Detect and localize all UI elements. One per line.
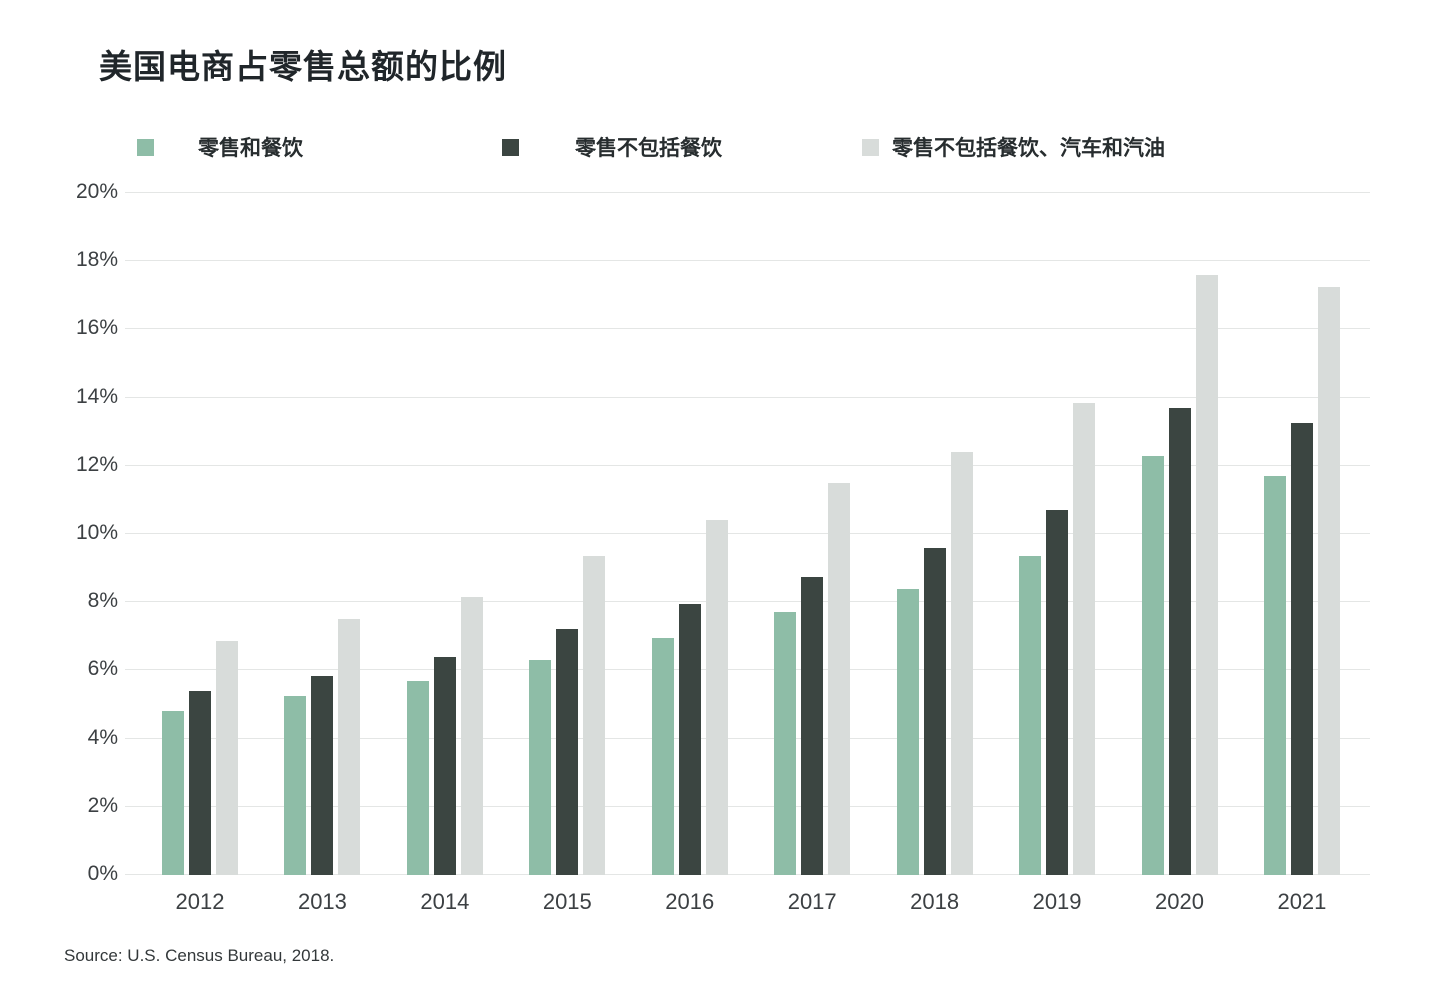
bar-group-2021: 2021 [1263, 193, 1340, 914]
bar-series2-2014 [433, 656, 456, 875]
y-tick-label-12: 12% [75, 452, 118, 476]
bar-series2-2020 [1168, 407, 1191, 875]
x-tick-label-2013: 2013 [297, 889, 347, 914]
y-tick-label-2: 2% [87, 793, 118, 817]
bar-series3-2013 [338, 619, 361, 875]
bar-series2-2019 [1046, 510, 1069, 875]
gridline-18 [125, 260, 1370, 262]
bar-series1-2020 [1141, 455, 1164, 875]
bar-group-2015: 2015 [529, 193, 606, 914]
x-tick-label-2018: 2018 [910, 889, 960, 914]
bar-series1-2018 [896, 588, 919, 875]
bar-series1-2017 [774, 612, 797, 875]
plot-area: 2012 2013 2014 2015 2016 2017 2018 2019 2020 2021 [125, 192, 1370, 914]
gridline-12 [125, 464, 1370, 466]
y-tick-label-20: 20% [75, 180, 118, 203]
gridline-10 [125, 533, 1370, 534]
gridline-2 [125, 805, 1370, 807]
legend-label-retail-excl-food-auto-gas: 零售不包括餐饮、汽车和汽油 [892, 137, 1165, 160]
bar-series2-2021 [1290, 423, 1313, 875]
legend-swatch-retail-and-food-icon [137, 138, 154, 156]
gridline-20 [125, 192, 1370, 193]
legend-item-retail-excl-food-auto-gas: 零售不包括餐饮、汽车和汽油 [862, 134, 1165, 160]
bar-group-2012: 2012 [162, 193, 238, 914]
bar-series2-2016 [678, 603, 701, 875]
x-tick-label-2021: 2021 [1277, 889, 1327, 914]
legend-item-retail-and-food: 零售和餐饮 [137, 134, 303, 160]
bar-series3-2018 [950, 452, 973, 875]
bar-group-2020: 2020 [1141, 193, 1218, 914]
x-tick-label-2014: 2014 [420, 889, 470, 914]
bar-series1-2016 [651, 638, 674, 875]
bar-series2-2012 [189, 690, 211, 875]
bar-series1-2014 [406, 680, 429, 875]
gridline-16 [125, 328, 1370, 330]
x-tick-label-2012: 2012 [175, 889, 225, 914]
y-tick-label-16: 16% [75, 316, 118, 340]
bar-series2-2017 [801, 576, 824, 875]
y-tick-label-8: 8% [87, 589, 118, 613]
gridline-0 [125, 874, 1370, 875]
bar-group-2016: 2016 [651, 193, 728, 914]
chart-title: 美国电商占零售总额的比例 [99, 48, 507, 85]
bar-series1-2015 [529, 660, 552, 875]
gridline-14 [125, 396, 1370, 398]
legend-label-retail-excl-food: 零售不包括餐饮 [575, 137, 722, 160]
y-tick-label-6: 6% [87, 657, 118, 681]
bar-series3-2017 [828, 482, 851, 875]
bar-series3-2014 [460, 597, 483, 875]
source-note: Source: U.S. Census Bureau, 2018. [64, 946, 335, 965]
y-tick-label-0: 0% [87, 862, 118, 885]
bar-group-2017: 2017 [774, 193, 851, 914]
bar-series3-2021 [1317, 286, 1340, 875]
y-tick-label-18: 18% [75, 248, 118, 272]
bar-series3-2016 [705, 520, 728, 875]
legend: 零售和餐饮 零售不包括餐饮 零售不包括餐饮、汽车和汽油 [0, 134, 1444, 160]
x-tick-label-2015: 2015 [542, 889, 592, 914]
legend-label-retail-and-food: 零售和餐饮 [198, 137, 303, 160]
bar-series2-2015 [556, 629, 579, 875]
bar-series3-2012 [216, 641, 238, 875]
y-tick-label-14: 14% [75, 384, 118, 408]
gridline-6 [125, 669, 1370, 671]
bar-series1-2012 [162, 711, 184, 875]
y-axis: 0% 2% 4% 6% 8% 10% 12% 14% 16% 18% 20% [40, 180, 118, 885]
bar-series2-2013 [311, 675, 334, 875]
bar-series1-2019 [1019, 556, 1042, 875]
bar-group-2018: 2018 [896, 193, 973, 914]
bar-series3-2020 [1195, 274, 1218, 875]
bar-series1-2021 [1263, 476, 1286, 875]
bar-series3-2015 [583, 556, 606, 875]
legend-swatch-retail-excl-food-auto-gas-icon [862, 138, 879, 156]
bar-series1-2013 [284, 695, 307, 875]
x-tick-label-2016: 2016 [665, 889, 715, 914]
legend-item-retail-excl-food: 零售不包括餐饮 [502, 134, 722, 160]
y-tick-label-4: 4% [87, 725, 118, 749]
y-tick-label-10: 10% [75, 521, 118, 544]
x-tick-label-2017: 2017 [787, 889, 837, 914]
legend-swatch-retail-excl-food-icon [502, 138, 519, 156]
x-tick-label-2019: 2019 [1032, 889, 1082, 914]
gridline-4 [125, 737, 1370, 739]
gridline-8 [125, 601, 1370, 603]
bar-series2-2018 [923, 547, 946, 875]
bar-groups: 2012 2013 2014 2015 2016 2017 2018 2019 2020 2021 [125, 193, 1370, 914]
bar-group-2014: 2014 [406, 193, 483, 914]
bar-group-2019: 2019 [1019, 193, 1096, 914]
bar-series3-2019 [1073, 402, 1096, 875]
bar-group-2013: 2013 [284, 193, 361, 914]
x-tick-label-2020: 2020 [1155, 889, 1204, 914]
